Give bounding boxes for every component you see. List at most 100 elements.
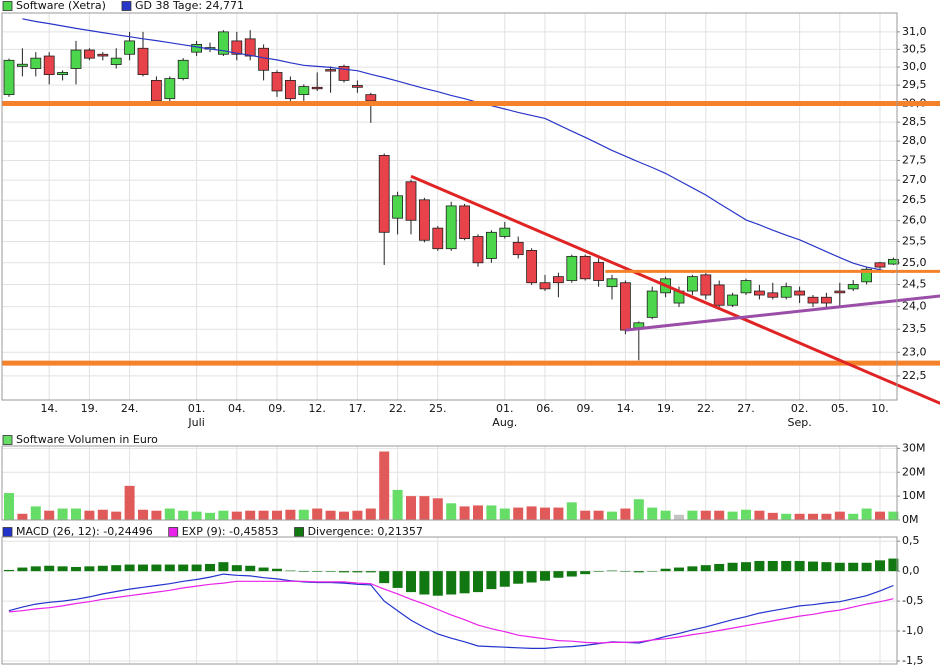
divergence-bar [848, 562, 859, 572]
y-tick-label: 24,0 [902, 300, 927, 313]
candle-body [579, 255, 591, 280]
divergence-bar [138, 564, 148, 572]
volume-bar [888, 511, 899, 520]
y-tick-label: 10M [902, 489, 926, 502]
volume-bar [861, 508, 872, 520]
volume-bar [553, 507, 564, 520]
divergence-bar [392, 571, 403, 588]
candle-body [57, 72, 68, 76]
trend-line [625, 294, 940, 332]
candle-body [231, 40, 243, 55]
volume-bar [419, 496, 430, 520]
candle-body [620, 282, 631, 331]
legend-label: GD 38 Tage: 24,771 [135, 0, 244, 12]
candle-body [351, 85, 363, 88]
legend-swatch [294, 527, 304, 537]
indicator-line [8, 580, 894, 644]
divergence-bar [406, 571, 416, 593]
volume-bar [647, 507, 658, 520]
plot-frame [1, 445, 898, 521]
candle-body [847, 284, 859, 290]
y-tick-label: 0M [902, 513, 919, 526]
legend-label: MACD (26, 12): -0,24496 [16, 525, 153, 538]
volume-bar [499, 508, 510, 520]
candle-body [794, 290, 805, 296]
x-tick-label: 05. [831, 402, 849, 415]
candle-body [298, 86, 310, 96]
candle-body [16, 63, 28, 67]
y-tick-label: 26,0 [902, 214, 927, 227]
divergence-bar [566, 571, 577, 577]
volume-bar [392, 489, 403, 520]
x-tick-label: 22. [697, 402, 715, 415]
divergence-bar [298, 571, 309, 572]
divergence-bar [593, 571, 604, 572]
candle-body [418, 199, 430, 241]
legend-swatch [2, 527, 13, 537]
candle-body [767, 292, 779, 298]
divergence-bar [808, 561, 818, 572]
volume-bar [258, 510, 269, 520]
volume-bar [687, 510, 698, 520]
divergence-bar [674, 567, 684, 572]
candle-body [888, 258, 899, 265]
divergence-bar [164, 564, 175, 572]
plot-area [2, 537, 897, 664]
divergence-bar [861, 562, 872, 572]
month-label: Juli [187, 416, 204, 429]
volume-bar [379, 451, 390, 520]
y-tick-label: 28,5 [902, 115, 927, 128]
divergence-bar [205, 563, 215, 572]
indicator-line [8, 573, 894, 649]
divergence-bar [633, 571, 644, 573]
volume-bar [473, 505, 483, 520]
volume-bar [365, 508, 376, 520]
trend-line [410, 174, 940, 405]
divergence-bar [325, 571, 336, 572]
moving-average-line [22, 18, 894, 274]
divergence-bar [30, 566, 41, 572]
divergence-bar [124, 564, 135, 572]
divergence-bar [57, 566, 68, 572]
volume-bar [71, 508, 81, 520]
x-tick-label: 14. [40, 402, 58, 415]
x-tick-label: 02. [791, 402, 809, 415]
volume-bar [124, 485, 135, 520]
candle-body [392, 195, 404, 219]
volume-bar [754, 510, 765, 520]
legend-swatch [2, 1, 13, 11]
volume-bar [352, 510, 363, 520]
divergence-bar [754, 560, 765, 572]
divergence-bar [767, 560, 778, 572]
divergence-bar [553, 571, 564, 578]
divergence-bar [794, 560, 805, 572]
volume-bar [767, 512, 778, 520]
x-tick-label: 09. [576, 402, 594, 415]
divergence-bar [700, 565, 711, 572]
divergence-bar [231, 565, 242, 572]
divergence-bar [339, 571, 349, 573]
y-tick-label: 26,5 [902, 193, 927, 206]
volume-bar [875, 511, 885, 520]
divergence-bar [741, 562, 751, 572]
divergence-bar [151, 564, 162, 572]
candle-body [311, 86, 323, 90]
volume-bar [808, 513, 818, 520]
legend-swatch [168, 527, 179, 537]
candle-body [124, 40, 135, 55]
volume-bar [111, 511, 122, 520]
volume-bar [406, 496, 416, 520]
candle-body [405, 181, 417, 221]
x-tick-label: 19. [657, 402, 675, 415]
month-label: Aug. [492, 416, 517, 429]
y-tick-label: 25,5 [902, 235, 927, 248]
divergence-bar [781, 560, 792, 572]
legend-label: Software Volumen in Euro [16, 433, 158, 446]
divergence-bar [607, 570, 617, 572]
candle-body [271, 72, 283, 92]
candle-body [84, 49, 95, 59]
y-tick-label: -0,5 [902, 594, 923, 607]
divergence-bar [660, 568, 671, 572]
y-tick-label: 20M [902, 465, 926, 478]
